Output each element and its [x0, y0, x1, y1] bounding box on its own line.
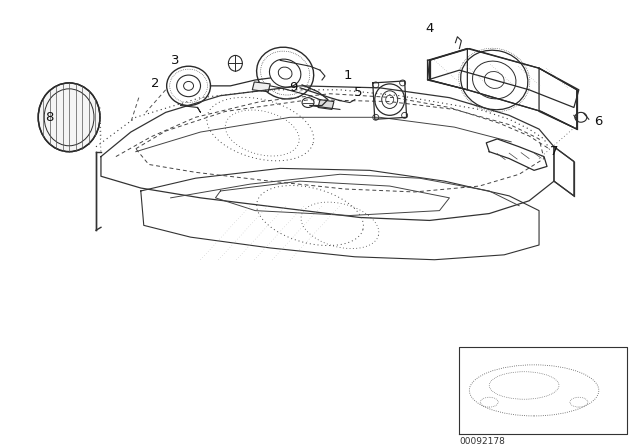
- Text: 3: 3: [172, 54, 180, 67]
- Text: 4: 4: [426, 22, 434, 35]
- Text: 1: 1: [344, 69, 352, 82]
- Polygon shape: [318, 99, 334, 109]
- Text: 2: 2: [152, 78, 160, 90]
- Text: 7: 7: [550, 145, 558, 158]
- Text: 6: 6: [595, 115, 603, 128]
- Ellipse shape: [38, 83, 100, 152]
- Text: 00092178: 00092178: [460, 436, 505, 446]
- Text: 8: 8: [45, 111, 53, 124]
- Text: 9: 9: [289, 82, 298, 95]
- Text: 5: 5: [353, 86, 362, 99]
- Polygon shape: [252, 82, 270, 92]
